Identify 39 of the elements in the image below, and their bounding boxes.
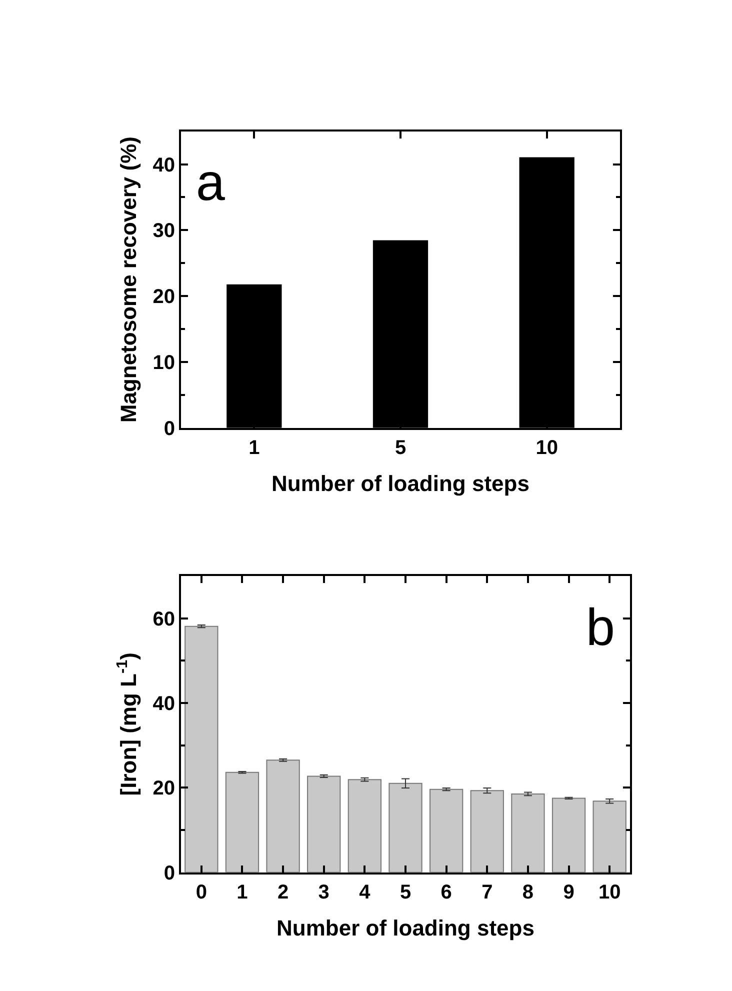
x-tick-label: 2 [277,881,289,904]
y-tick-label: 20 [152,778,175,800]
annotation: a [196,154,225,212]
bar [429,788,464,872]
x-axis-title: Number of loading steps [272,471,530,496]
y-tick-label: 0 [164,418,175,440]
x-tick-label: 1 [248,436,260,459]
x-tick-label: 1 [236,881,248,904]
annotation: b [586,599,615,657]
y-tick-label: 60 [152,608,175,630]
bar [225,772,260,872]
bar [184,626,218,872]
bar [348,779,382,872]
x-tick-label: 8 [522,881,534,904]
x-tick-label: 10 [598,881,621,904]
y-axis-title: Magnetosome recovery (%) [116,136,142,423]
y-tick-label: 20 [152,286,175,308]
bar [307,776,341,872]
x-axis-title: Number of loading steps [276,916,534,941]
x-tick-label: 10 [536,436,558,459]
x-tick-label: 6 [440,881,452,904]
x-tick-label: 5 [394,436,406,459]
x-tick-label: 5 [400,881,412,904]
y-tick-label: 30 [152,220,175,242]
bar [470,790,504,872]
x-tick-label: 7 [482,881,493,904]
x-tick-label: 9 [563,881,574,904]
x-tick-label: 3 [318,881,330,904]
bar [511,793,545,872]
bar [388,782,422,872]
bar [266,760,300,872]
y-tick-label: 40 [152,692,175,715]
y-tick-label: 40 [152,154,175,176]
bar [552,798,586,872]
x-tick-label: 4 [359,881,372,904]
bar [592,800,626,872]
y-tick-label: 10 [152,352,175,374]
x-tick-label: 0 [196,881,207,904]
y-tick-label: 0 [164,862,175,884]
